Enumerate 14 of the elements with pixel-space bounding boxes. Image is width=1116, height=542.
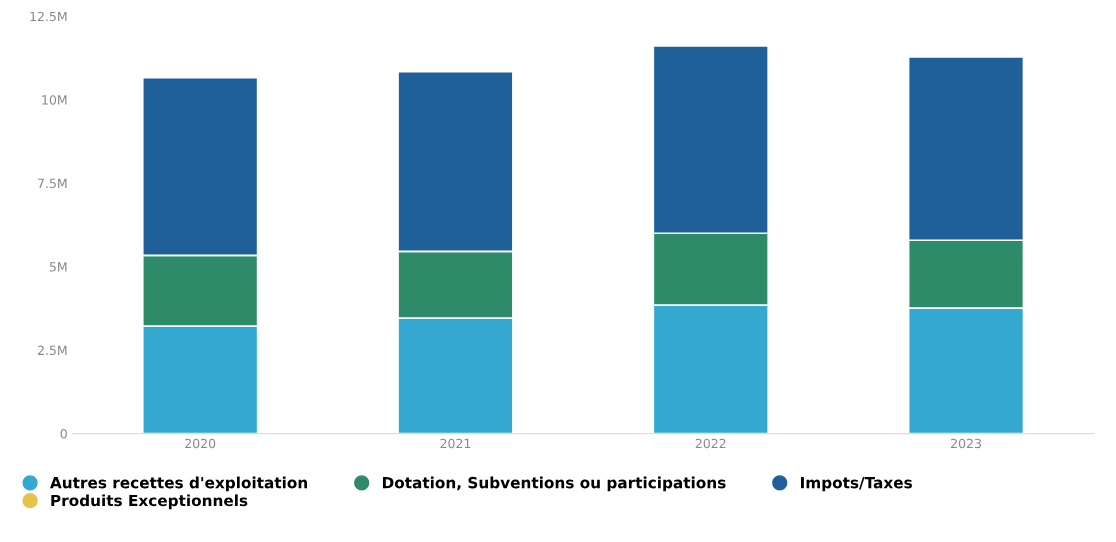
legend-label: Impots/Taxes <box>801 477 912 492</box>
x-tick-label: 2022 <box>695 438 726 449</box>
y-tick-label: 5M <box>49 262 67 272</box>
y-tick-label: 12.5M <box>30 11 67 22</box>
y-tick-label: 2.5M <box>37 345 67 356</box>
y-tick-label: 10M <box>42 95 67 105</box>
legend-label: Produits Exceptionnels <box>51 494 248 510</box>
x-tick-label: 2021 <box>440 438 471 449</box>
legend-label: Dotation, Subventions ou participations <box>382 476 726 492</box>
y-tick-label: 0 <box>60 429 67 439</box>
y-tick-label: 7.5M <box>38 178 67 189</box>
x-tick-label: 2020 <box>185 438 216 449</box>
legend-label: Autres recettes d'exploitation <box>50 476 308 492</box>
x-tick-label: 2023 <box>951 438 981 449</box>
